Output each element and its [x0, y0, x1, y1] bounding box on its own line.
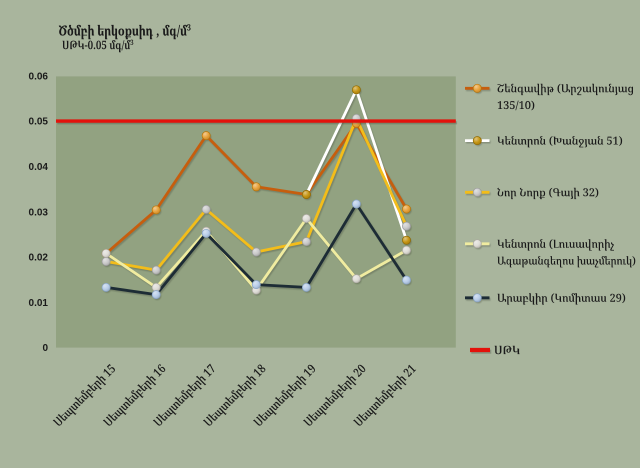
- svg-text:0.03: 0.03: [29, 207, 49, 218]
- svg-text:0.05: 0.05: [29, 117, 49, 128]
- svg-text:0.02: 0.02: [29, 253, 49, 264]
- svg-text:0.06: 0.06: [29, 71, 49, 82]
- svg-text:0.04: 0.04: [29, 162, 49, 173]
- svg-text:0.01: 0.01: [29, 298, 49, 309]
- svg-text:0: 0: [42, 343, 48, 354]
